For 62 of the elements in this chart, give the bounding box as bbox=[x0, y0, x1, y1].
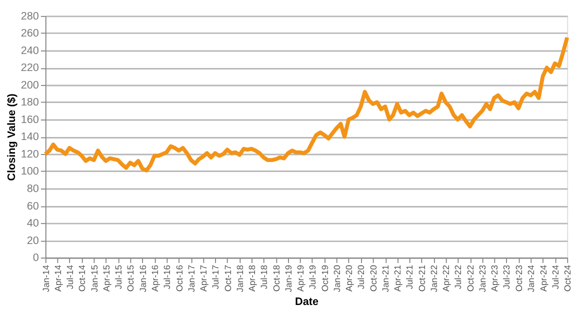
x-tick-label: Apr-24 bbox=[538, 264, 548, 292]
x-tick-label: Jan-14 bbox=[40, 264, 51, 292]
y-tick-label: 240 bbox=[20, 44, 39, 57]
x-tick-label: Apr-22 bbox=[441, 264, 452, 292]
x-axis-title: Date bbox=[295, 296, 318, 308]
x-tick-label: Jan-21 bbox=[380, 264, 391, 292]
x-tick-label: Jan-15 bbox=[89, 264, 100, 292]
x-tick-label: Apr-16 bbox=[150, 264, 160, 292]
y-tick-label: 60 bbox=[26, 200, 39, 212]
x-tick-label: Oct-18 bbox=[271, 264, 282, 292]
y-axis-title: Closing Value ($) bbox=[6, 93, 18, 181]
x-tick-label: Jan-19 bbox=[284, 264, 294, 292]
x-tick-label: Oct-14 bbox=[77, 264, 88, 292]
x-tick-label: Jan-17 bbox=[186, 264, 196, 292]
x-tick-label: Apr-17 bbox=[198, 264, 208, 292]
y-tick-label: 20 bbox=[26, 234, 39, 247]
x-tick-label: Oct-24 bbox=[562, 264, 573, 292]
x-tick-label: Oct-15 bbox=[126, 264, 136, 292]
x-tick-label: Jul-22 bbox=[453, 264, 464, 290]
y-tick-label: 200 bbox=[20, 79, 39, 92]
x-tick-label: Oct-20 bbox=[368, 264, 378, 292]
y-tick-label: 280 bbox=[20, 10, 39, 22]
y-tick-label: 0 bbox=[32, 252, 39, 264]
x-tick-label: Jul-15 bbox=[113, 264, 124, 290]
x-tick-label: Apr-14 bbox=[52, 264, 63, 292]
x-tick-label: Oct-16 bbox=[174, 264, 184, 292]
x-tick-label: Jan-24 bbox=[526, 264, 536, 292]
y-tick-label: 80 bbox=[26, 182, 39, 195]
x-tick-label: Apr-15 bbox=[101, 264, 112, 292]
x-tick-label: Jul-16 bbox=[162, 264, 172, 290]
x-tick-label: Apr-20 bbox=[344, 264, 354, 292]
x-tick-label: Oct-23 bbox=[514, 264, 524, 292]
x-tick-label: Oct-22 bbox=[465, 264, 476, 292]
y-tick-label: 180 bbox=[20, 96, 39, 109]
x-tick-label: Jan-18 bbox=[234, 264, 245, 292]
x-tick-label: Jan-16 bbox=[138, 264, 148, 292]
x-tick-label: Apr-23 bbox=[490, 264, 500, 292]
x-tick-label: Jul-24 bbox=[550, 264, 560, 290]
x-tick-label: Jul-20 bbox=[356, 264, 366, 290]
y-tick-label: 260 bbox=[20, 28, 39, 40]
x-tick-label: Apr-19 bbox=[295, 264, 306, 292]
y-tick-label: 40 bbox=[26, 218, 39, 230]
x-tick-label: Apr-18 bbox=[246, 264, 257, 292]
y-tick-label: 160 bbox=[20, 114, 39, 126]
x-tick-label: Jul-19 bbox=[308, 264, 318, 290]
x-tick-label: Jul-17 bbox=[210, 264, 221, 290]
x-tick-label: Jul-21 bbox=[404, 264, 415, 290]
x-tick-label: Jul-14 bbox=[64, 264, 75, 290]
x-tick-label: Jan-22 bbox=[429, 264, 440, 292]
y-tick-label: 100 bbox=[20, 166, 39, 178]
x-tick-label: Oct-17 bbox=[222, 264, 233, 292]
x-tick-label: Jan-20 bbox=[332, 264, 342, 292]
y-tick-label: 140 bbox=[20, 131, 39, 144]
x-tick-label: Jan-23 bbox=[478, 264, 488, 292]
x-tick-label: Jul-18 bbox=[259, 264, 270, 290]
y-tick-label: 120 bbox=[20, 148, 39, 160]
x-tick-label: Jul-23 bbox=[502, 264, 512, 290]
y-tick-label: 220 bbox=[20, 62, 39, 74]
x-tick-label: Oct-19 bbox=[320, 264, 330, 292]
line-series bbox=[43, 36, 570, 172]
x-tick-label: Apr-21 bbox=[392, 264, 403, 292]
x-tick-label: Oct-21 bbox=[416, 264, 427, 292]
